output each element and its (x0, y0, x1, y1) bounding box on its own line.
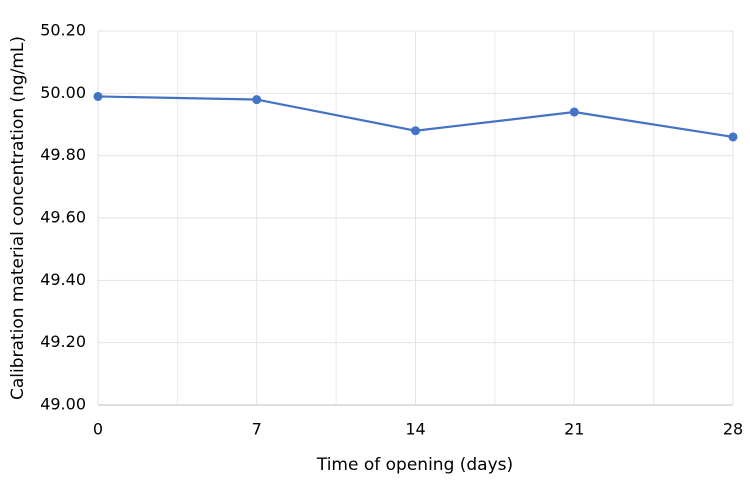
y-tick-label: 49.80 (40, 145, 86, 164)
y-tick-label: 50.00 (40, 83, 86, 102)
y-tick-label: 49.40 (40, 270, 86, 289)
x-tick-label: 28 (723, 420, 743, 439)
x-tick-label: 7 (252, 420, 262, 439)
y-tick-label: 49.20 (40, 332, 86, 351)
y-tick-label: 50.20 (40, 21, 86, 40)
y-axis-title: Calibration material concentration (ng/m… (8, 36, 28, 400)
data-point (252, 95, 262, 105)
x-tick-label: 14 (405, 420, 425, 439)
x-axis-title: Time of opening (days) (316, 455, 513, 475)
y-tick-label: 49.00 (40, 395, 86, 414)
data-point (569, 107, 579, 117)
x-tick-label: 0 (93, 420, 103, 439)
x-tick-label: 21 (564, 420, 584, 439)
data-point (728, 132, 738, 142)
data-point (411, 126, 420, 136)
data-point (93, 91, 103, 101)
y-tick-label: 49.60 (40, 208, 86, 227)
